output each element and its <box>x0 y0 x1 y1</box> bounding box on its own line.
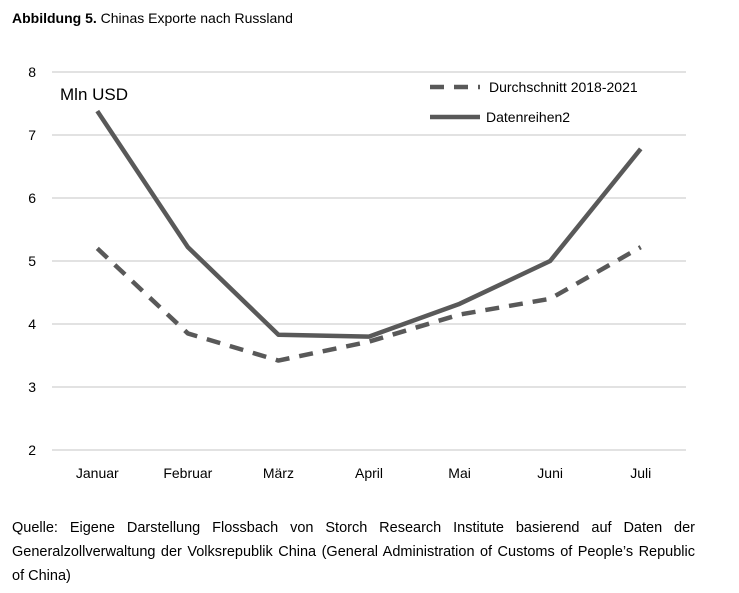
series-lines <box>95 109 643 363</box>
legend: Durchschnitt 2018-2021 Datenreihen2 <box>430 79 638 125</box>
legend-label: Datenreihen2 <box>486 109 570 125</box>
x-tick-label: Mai <box>448 465 471 481</box>
y-tick-label: 7 <box>28 127 36 143</box>
y-axis-label: Mln USD <box>60 85 128 104</box>
x-tick-label: April <box>355 465 383 481</box>
source-note: Quelle: Eigene Darstellung Flossbach von… <box>12 520 695 584</box>
figure-title: Abbildung 5. Chinas Exporte nach Russlan… <box>12 10 293 26</box>
y-tick-label: 2 <box>28 442 36 458</box>
series-line-average <box>95 245 642 363</box>
y-tick-label: 6 <box>28 190 36 206</box>
x-tick-label: März <box>263 465 294 481</box>
line-chart: 2 3 4 5 6 7 8 Januar Februar März April Mai Juni Jul… <box>28 64 686 481</box>
x-tick-label: Juni <box>537 465 563 481</box>
figure-label: Abbildung 5. <box>12 10 97 26</box>
y-tick-label: 3 <box>28 379 36 395</box>
y-tick-label: 4 <box>28 316 36 332</box>
x-tick-label: Januar <box>76 465 119 481</box>
gridlines <box>52 71 686 451</box>
series-line-datenreihen2 <box>95 109 643 339</box>
legend-label: Durchschnitt 2018-2021 <box>489 79 638 95</box>
y-axis-ticks: 2 3 4 5 6 7 8 <box>28 64 36 458</box>
y-tick-label: 8 <box>28 64 36 80</box>
x-tick-label: Juli <box>630 465 651 481</box>
x-tick-label: Februar <box>163 465 212 481</box>
y-tick-label: 5 <box>28 253 36 269</box>
x-axis-ticks: Januar Februar März April Mai Juni Juli <box>76 465 651 481</box>
figure-title-text: Chinas Exporte nach Russland <box>100 10 293 26</box>
